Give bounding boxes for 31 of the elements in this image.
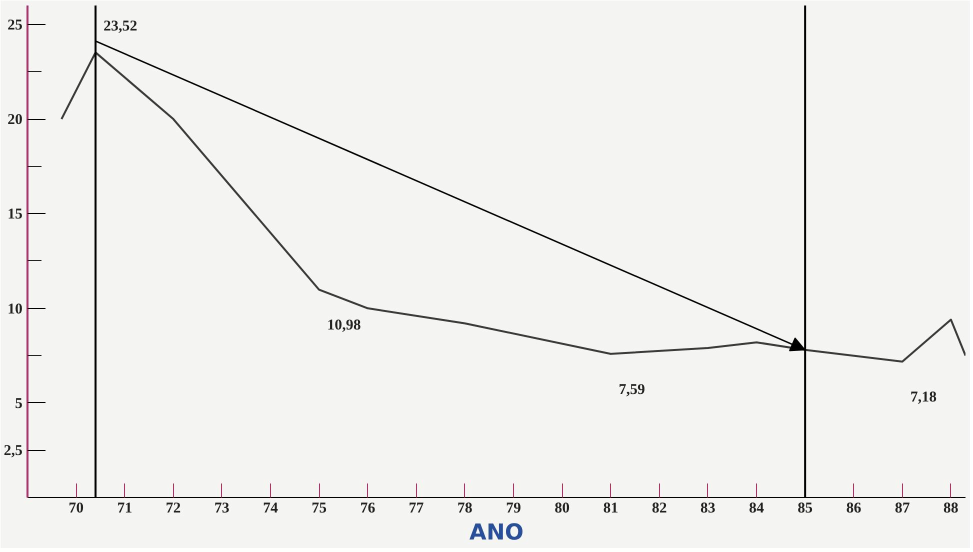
x-tick-label: 85 (798, 500, 813, 516)
y-tick-label: 20 (8, 112, 22, 128)
annotation: 23,52 (104, 18, 138, 34)
x-tick-label: 87 (894, 500, 910, 516)
line-series (60, 51, 966, 363)
x-tick-label: 81 (603, 500, 618, 516)
x-tick-label: 75 (312, 500, 327, 516)
x-tick-label: 86 (846, 500, 862, 516)
x-tick-label: 72 (166, 500, 181, 516)
x-tick-label: 76 (360, 500, 376, 516)
x-tick-label: 74 (263, 500, 279, 516)
x-tick-label: 78 (457, 500, 472, 516)
annotation: 7,59 (618, 382, 645, 398)
x-tick-label: 84 (749, 500, 765, 516)
y-tick-label: 15 (8, 206, 22, 223)
annotation: 10,98 (327, 318, 361, 334)
x-tick-label: 88 (943, 500, 958, 516)
x-tick-label: 71 (117, 500, 132, 516)
y-tick-label: 10 (8, 301, 22, 318)
x-tick-label: 77 (408, 500, 424, 516)
y-tick-label: 5 (15, 396, 22, 412)
x-tick-label: 79 (506, 500, 522, 516)
x-tick-label: 83 (700, 500, 716, 516)
y-tick-label: 25 (8, 17, 22, 34)
x-tick-label: 70 (68, 500, 84, 516)
x-tick-label: 80 (554, 500, 570, 516)
x-tick-label: 82 (652, 500, 667, 516)
annotation: 7,18 (910, 390, 937, 406)
x-tick-label: 73 (214, 500, 230, 516)
x-axis-title: ANO (469, 520, 524, 546)
y-tick-label: 2,5 (4, 443, 22, 460)
